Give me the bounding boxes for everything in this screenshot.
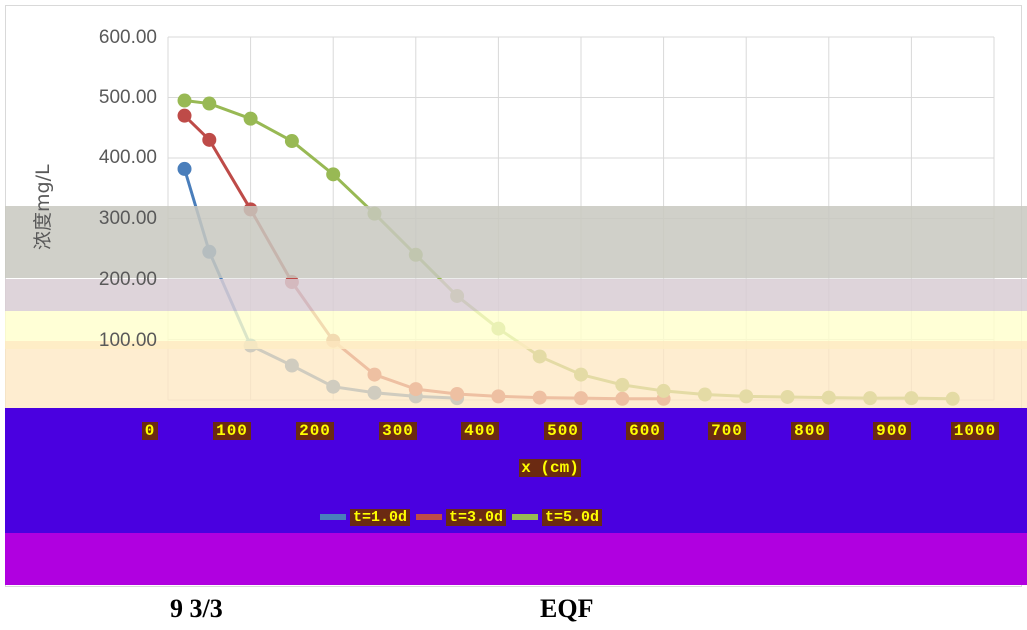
x-tick-label: 700 [702,422,752,442]
data-point [177,161,192,176]
data-point [177,93,192,108]
data-point [326,167,341,182]
x-tick-label: 800 [785,422,835,442]
x-tick-label: 900 [867,422,917,442]
y-tick-label: 100.00 [98,330,157,351]
x-tick-text: 100 [213,422,251,440]
legend-item: t=5.0d [512,508,603,526]
legend-swatch [416,514,443,520]
x-tick-label: 300 [373,422,423,442]
legend-label: t=3.0d [446,508,507,526]
x-tick-text: 200 [296,422,334,440]
y-tick-label: 300.00 [98,208,157,229]
x-tick-text: 300 [379,422,417,440]
x-tick-text: 600 [626,422,664,440]
legend-swatch [512,514,539,520]
y-tick-label: 200.00 [98,269,157,290]
legend-item: t=1.0d [320,508,411,526]
caption-left: 9 3/3 [170,594,223,623]
y-axis-label: 浓度mg/L [32,164,54,250]
legend-label: t=1.0d [350,508,411,526]
y-tick-label: 400.00 [98,147,157,168]
data-point [202,132,217,147]
x-tick-label: 1000 [950,422,1000,442]
legend-swatch [320,514,346,520]
x-tick-label: 600 [620,422,670,442]
data-point [284,134,299,149]
data-point [177,108,192,123]
x-tick-label: 500 [538,422,588,442]
x-axis-label-text: x (cm) [519,459,581,477]
x-tick-text: 400 [461,422,499,440]
x-tick-text: 500 [544,422,582,440]
x-tick-text: 700 [708,422,746,440]
chart-legend: t=1.0d t=3.0d t=5.0d [320,505,740,529]
legend-item: t=3.0d [416,508,507,526]
data-point [202,96,217,111]
x-tick-text: 1000 [950,422,1000,440]
caption-right: EQF [540,594,594,623]
x-tick-text: 0 [141,422,159,440]
x-axis-label: x (cm) [480,459,620,477]
magenta-band [5,533,1027,585]
x-tick-label: 100 [207,422,257,442]
x-tick-text: 900 [873,422,911,440]
x-tick-text: 800 [791,422,829,440]
legend-label: t=5.0d [542,508,603,526]
lilac-band [5,279,1027,311]
blue-band [5,408,1027,535]
x-tick-label: 0 [125,422,175,442]
y-tick-label: 500.00 [98,87,157,108]
data-point [243,111,258,126]
peach-band [5,341,1027,409]
gray-band [5,206,1027,278]
x-tick-label: 200 [290,422,340,442]
y-tick-label: 600.00 [98,27,157,48]
x-tick-label: 400 [455,422,505,442]
